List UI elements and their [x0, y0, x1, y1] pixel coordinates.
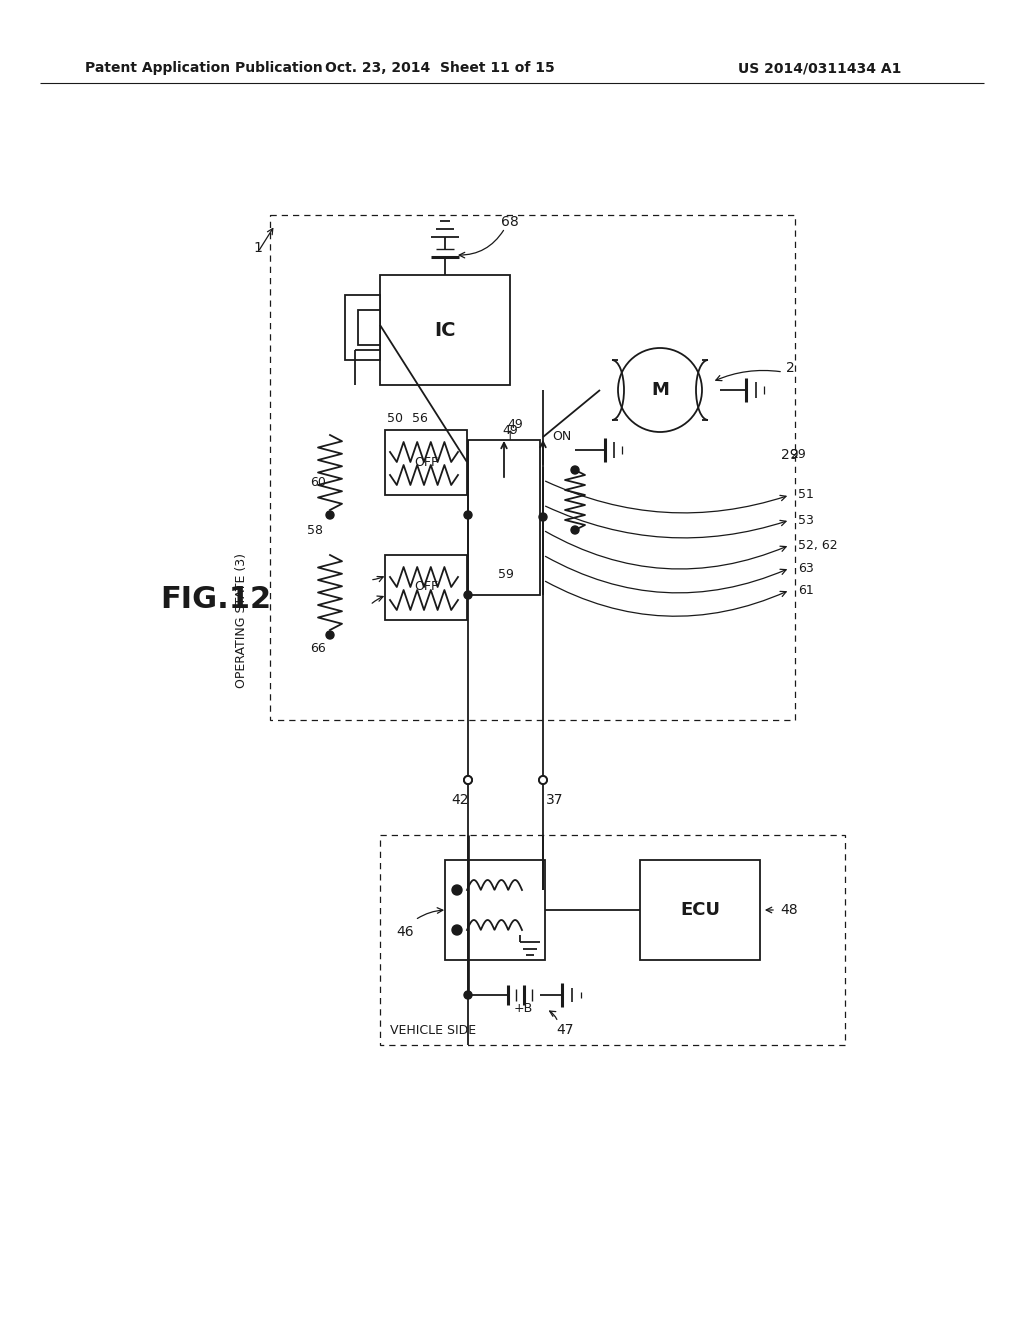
Circle shape [464, 511, 472, 519]
Circle shape [464, 776, 472, 784]
Bar [445, 861, 545, 960]
Text: 52, 62: 52, 62 [798, 539, 838, 552]
Text: 59: 59 [498, 569, 514, 582]
Text: 66: 66 [310, 642, 326, 655]
Text: 53: 53 [798, 513, 814, 527]
Text: US 2014/0311434 A1: US 2014/0311434 A1 [738, 61, 902, 75]
Text: 56: 56 [412, 412, 428, 425]
Circle shape [539, 513, 547, 521]
Bar [345, 294, 380, 360]
Text: 42: 42 [452, 793, 469, 807]
Text: 29: 29 [790, 449, 806, 462]
Text: 47: 47 [556, 1023, 573, 1038]
Circle shape [464, 991, 472, 999]
Text: 60: 60 [310, 477, 326, 490]
Bar [385, 554, 467, 620]
Text: 63: 63 [798, 561, 814, 574]
Text: 58: 58 [307, 524, 323, 536]
Text: 2: 2 [785, 360, 795, 375]
Text: FIG.12: FIG.12 [160, 586, 271, 615]
Text: ON: ON [552, 429, 571, 442]
Text: 50: 50 [387, 412, 403, 425]
Circle shape [452, 884, 462, 895]
Text: +B: +B [513, 1002, 532, 1015]
Circle shape [452, 925, 462, 935]
Text: 68: 68 [501, 215, 519, 228]
Circle shape [539, 776, 547, 784]
Bar [358, 310, 380, 345]
Text: OPERATING STATE (3): OPERATING STATE (3) [236, 553, 249, 688]
Bar [468, 440, 540, 595]
Bar [380, 275, 510, 385]
Circle shape [539, 776, 547, 784]
Bar [380, 836, 845, 1045]
Circle shape [326, 511, 334, 519]
Text: 29: 29 [781, 447, 799, 462]
Text: ECU: ECU [680, 902, 720, 919]
Text: 37: 37 [546, 793, 564, 807]
Bar [270, 215, 795, 719]
Text: M: M [651, 381, 669, 399]
Text: 51: 51 [798, 488, 814, 502]
Text: 48: 48 [780, 903, 798, 917]
Circle shape [464, 776, 472, 784]
Text: 61: 61 [798, 583, 814, 597]
Text: IC: IC [434, 321, 456, 339]
Bar [385, 430, 467, 495]
Text: 1: 1 [254, 242, 262, 255]
Text: 49: 49 [502, 424, 518, 437]
Circle shape [464, 776, 472, 784]
Circle shape [571, 466, 579, 474]
Text: OFF: OFF [414, 581, 438, 594]
Circle shape [326, 631, 334, 639]
Circle shape [571, 525, 579, 535]
Text: 49: 49 [507, 417, 523, 430]
Bar [640, 861, 760, 960]
Circle shape [464, 591, 472, 599]
Text: 46: 46 [396, 925, 414, 939]
Text: VEHICLE SIDE: VEHICLE SIDE [390, 1023, 476, 1036]
Text: ↑: ↑ [505, 430, 515, 444]
Text: OFF: OFF [414, 455, 438, 469]
Text: Patent Application Publication: Patent Application Publication [85, 61, 323, 75]
Text: Oct. 23, 2014  Sheet 11 of 15: Oct. 23, 2014 Sheet 11 of 15 [326, 61, 555, 75]
